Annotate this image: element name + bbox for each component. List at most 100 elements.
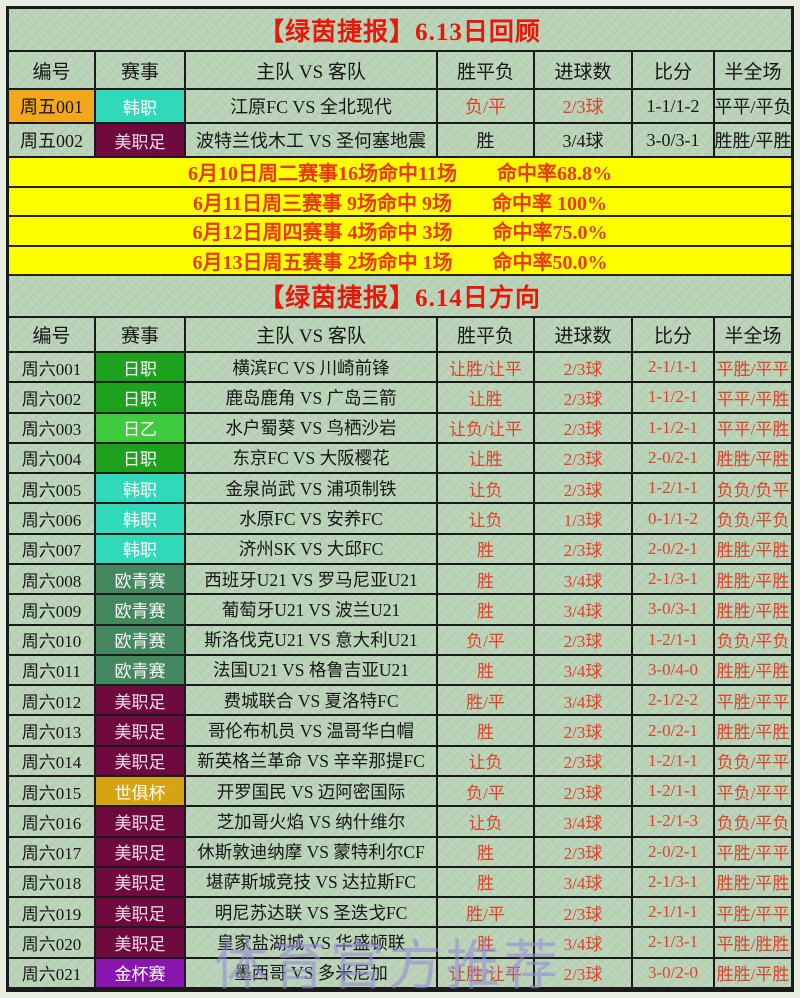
match-id-cell: 周六009	[9, 595, 96, 624]
half-full-cell: 负负/平负	[716, 632, 790, 652]
teams-cell: 堪萨斯城竞技 VS 达拉斯FC	[186, 867, 438, 897]
match-id-cell: 周六015	[9, 776, 96, 806]
score-cell: 1-1/2-1	[633, 383, 715, 412]
wdl-cell: 让胜	[438, 443, 535, 473]
wdl-cell: 胜/平	[438, 898, 535, 927]
table-row: 周六001 日职 横滨FC VS 川崎前锋 让胜/让平 2/3球 2-1/1-1 平胜/平平	[9, 353, 791, 384]
teams-cell: 水原FC VS 安养FC	[186, 504, 438, 533]
half-full-cell: 平平/平负	[715, 97, 791, 117]
league-badge: 美职足	[96, 686, 186, 715]
teams-cell: 波特兰伐木工 VS 圣何塞地震	[186, 124, 438, 156]
wdl-cell: 胜	[438, 564, 535, 594]
teams-cell: 哥伦布机员 VS 温哥华白帽	[186, 716, 438, 745]
score-cell: 3-0/3-1	[633, 124, 715, 156]
wdl-cell: 让负	[438, 504, 535, 533]
half-full-cell: 胜胜/平胜	[715, 131, 791, 151]
league-badge: 美职足	[96, 716, 186, 745]
match-id-cell: 周六020	[9, 928, 96, 957]
score-cell: 2-0/2-1	[633, 534, 715, 563]
goals-cell: 1/3球	[535, 504, 633, 533]
score-cell: 3-0/3-1	[633, 595, 715, 624]
goals-cell: 3/4球	[535, 807, 633, 836]
goals-cell: 3/4球	[535, 867, 633, 897]
match-id-cell: 周六002	[9, 383, 96, 412]
score-cell: 2-1/1-1	[633, 353, 715, 382]
goals-cell: 3/4球	[535, 928, 633, 957]
goals-cell: 2/3球	[535, 716, 633, 745]
half-full-cell: 平胜/胜胜	[716, 934, 790, 954]
wdl-cell: 胜	[438, 595, 535, 624]
half-full-cell: 负负/平负	[716, 511, 790, 531]
header-cell: 主队 VS 客队	[186, 318, 438, 351]
half-full-cell: 胜胜/平胜	[716, 662, 790, 682]
direction-table-body: 周六001 日职 横滨FC VS 川崎前锋 让胜/让平 2/3球 2-1/1-1 平胜/平平…	[9, 353, 791, 989]
teams-cell: 休斯敦迪纳摩 VS 蒙特利尔CF	[186, 837, 438, 866]
table-row: 周五001 韩职 江原FC VS 全北现代 负/平 2/3球 1-1/1-2 平平/平负	[9, 90, 791, 124]
wdl-cell: 胜/平	[438, 686, 535, 715]
league-badge: 欧青赛	[96, 564, 186, 594]
goals-cell: 3/4球	[535, 655, 633, 685]
half-full-cell: 胜胜/平胜	[716, 601, 790, 621]
score-cell: 3-0/2-0	[633, 958, 715, 987]
goals-cell: 3/4球	[535, 564, 633, 594]
score-cell: 2-1/3-1	[633, 928, 715, 957]
match-id-cell: 周六010	[9, 625, 96, 654]
half-full-cell: 胜胜/平胜	[716, 541, 790, 561]
goals-cell: 3/4球	[535, 124, 633, 156]
score-cell: 1-1/1-2	[633, 90, 715, 122]
table-row: 周六016 美职足 芝加哥火焰 VS 纳什维尔 让负 3/4球 1-2/1-3 负负/平负	[9, 807, 791, 838]
score-cell: 2-0/2-1	[633, 837, 715, 866]
league-badge: 日职	[96, 383, 186, 412]
half-full-cell: 平胜/平平	[716, 844, 790, 864]
table-row: 周六003 日乙 水户蜀葵 VS 鸟栖沙岩 让负/让平 2/3球 1-1/2-1 平平/平胜	[9, 413, 791, 444]
match-id-cell: 周五002	[9, 124, 96, 156]
teams-cell: 鹿岛鹿角 VS 广岛三箭	[186, 383, 438, 412]
league-badge: 韩职	[96, 534, 186, 563]
match-id-cell: 周五001	[9, 90, 96, 122]
table-row: 周六018 美职足 堪萨斯城竞技 VS 达拉斯FC 胜 3/4球 2-1/3-1 胜胜/平胜	[9, 867, 791, 899]
table-row: 周六008 欧青赛 西班牙U21 VS 罗马尼亚U21 胜 3/4球 2-1/3-1 胜胜/…	[9, 564, 791, 596]
half-full-cell: 负负/平平	[716, 753, 790, 773]
direction-table-header: 编号 赛事 主队 VS 客队 胜平负 进球数 比分 半全场	[9, 318, 791, 353]
table-row: 周六014 美职足 新英格兰革命 VS 辛辛那提FC 让负 2/3球 1-2/1-1 负负/…	[9, 746, 791, 777]
header-cell: 半全场	[724, 326, 782, 347]
header-cell: 编号	[9, 52, 96, 88]
table-row: 周六005 韩职 金泉尚武 VS 浦项制铁 让负 2/3球 1-2/1-1 负负/负平	[9, 474, 791, 505]
wdl-cell: 让负/让平	[438, 413, 535, 442]
header-cell: 主队 VS 客队	[186, 52, 438, 88]
league-badge: 日职	[96, 353, 186, 382]
goals-cell: 2/3球	[535, 413, 633, 442]
score-cell: 1-1/2-1	[633, 413, 715, 442]
half-full-cell: 平平/平胜	[716, 420, 790, 440]
wdl-cell: 负/平	[438, 90, 535, 122]
wdl-cell: 让负	[438, 746, 535, 775]
league-badge: 美职足	[96, 746, 186, 775]
score-cell: 3-0/4-0	[633, 655, 715, 685]
header-cell: 进球数	[535, 318, 633, 351]
score-cell: 1-2/1-1	[633, 746, 715, 775]
league-badge: 美职足	[96, 837, 186, 866]
header-cell: 胜平负	[438, 52, 535, 88]
goals-cell: 2/3球	[535, 898, 633, 927]
score-cell: 2-1/2-2	[633, 686, 715, 715]
hit-rate-banner: 6月13日周五赛事 2场命中 1场 命中率50.0%	[9, 246, 791, 276]
half-full-cell: 胜胜/平胜	[716, 571, 790, 591]
table-row: 周六012 美职足 费城联合 VS 夏洛特FC 胜/平 3/4球 2-1/2-2 平胜/平平	[9, 686, 791, 717]
table-row: 周六019 美职足 明尼苏达联 VS 圣迭戈FC 胜/平 2/3球 2-1/1-1 平胜/平…	[9, 898, 791, 929]
match-id-cell: 周六008	[9, 564, 96, 594]
goals-cell: 2/3球	[535, 443, 633, 473]
table-row: 周六004 日职 东京FC VS 大阪樱花 让胜 2/3球 2-0/2-1 胜胜/平胜	[9, 443, 791, 475]
score-cell: 2-1/3-1	[633, 867, 715, 897]
review-table-body: 周五001 韩职 江原FC VS 全北现代 负/平 2/3球 1-1/1-2 平平/平负 周五…	[9, 90, 791, 158]
wdl-cell: 让胜/让平	[438, 353, 535, 382]
header-cell: 赛事	[96, 318, 186, 351]
header-cell: 比分	[633, 52, 715, 88]
goals-cell: 2/3球	[535, 534, 633, 563]
half-full-cell: 平负/平平	[716, 783, 790, 803]
score-cell: 2-0/2-1	[633, 443, 715, 473]
wdl-cell: 胜	[438, 928, 535, 957]
league-badge: 韩职	[96, 474, 186, 503]
teams-cell: 斯洛伐克U21 VS 意大利U21	[186, 625, 438, 654]
table-row: 周六013 美职足 哥伦布机员 VS 温哥华白帽胜 2/3球 2-0/2-1 胜胜/平胜	[9, 716, 791, 747]
match-id-cell: 周六019	[9, 898, 96, 927]
